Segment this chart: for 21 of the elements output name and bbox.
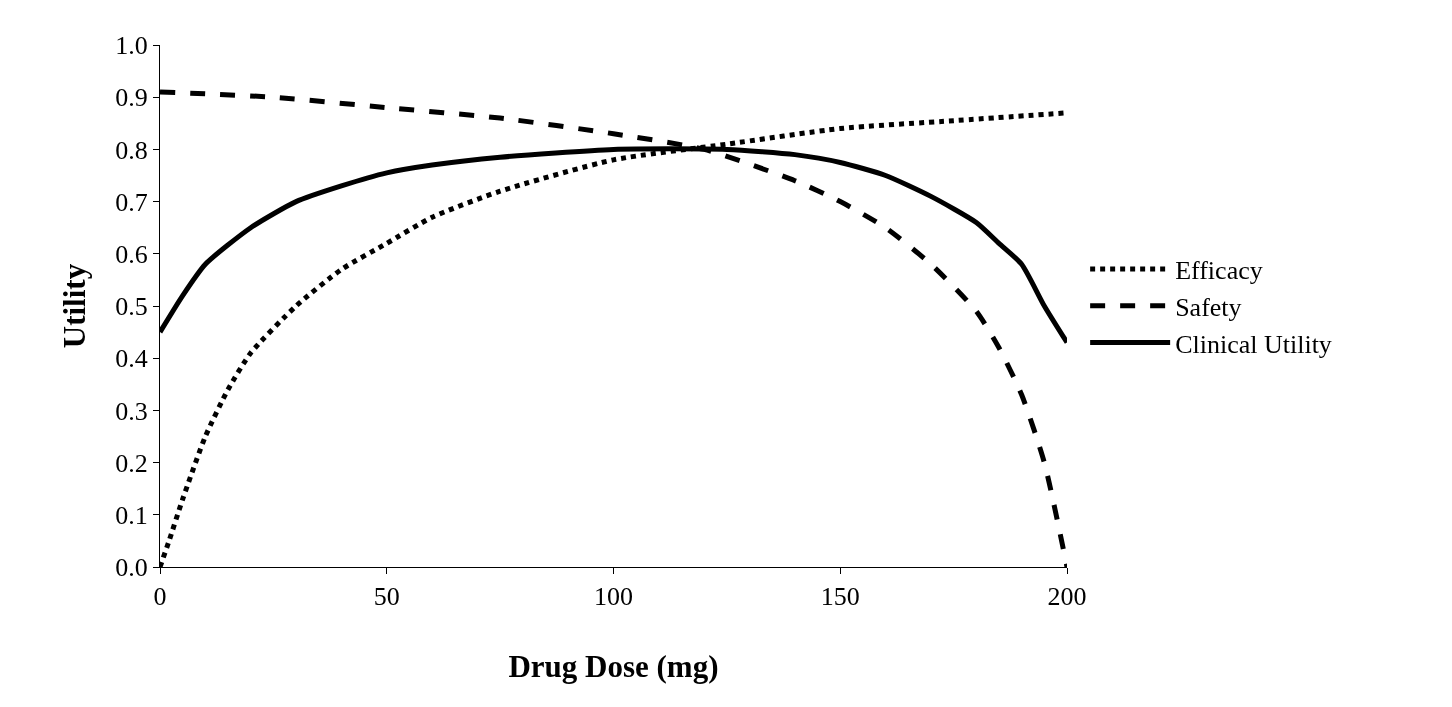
y-tick-label: 0.5 [115, 292, 148, 322]
y-tick-label: 0.3 [115, 396, 148, 426]
x-tick-label: 150 [820, 582, 860, 612]
y-tick-label: 0.7 [115, 187, 148, 217]
y-tick-label: 0.0 [115, 553, 148, 583]
y-tick-label: 0.4 [115, 344, 148, 374]
y-tick-label: 0.8 [115, 135, 148, 165]
y-tick-label: 0.2 [115, 448, 148, 478]
legend-label: Efficacy [1175, 256, 1263, 286]
legend-label: Safety [1175, 292, 1242, 322]
legend-label: Clinical Utility [1175, 329, 1332, 359]
y-tick-label: 0.9 [115, 83, 148, 113]
y-tick-label: 1.0 [115, 31, 148, 61]
x-tick-label: 50 [373, 582, 400, 612]
x-tick-label: 100 [594, 582, 633, 612]
y-tick-label: 0.1 [115, 500, 148, 530]
y-axis-title: Utility [56, 263, 92, 349]
x-tick-label: 0 [153, 582, 167, 612]
x-axis-title: Drug Dose (mg) [508, 649, 719, 685]
x-tick-label: 200 [1047, 582, 1087, 612]
y-tick-label: 0.6 [115, 239, 148, 269]
